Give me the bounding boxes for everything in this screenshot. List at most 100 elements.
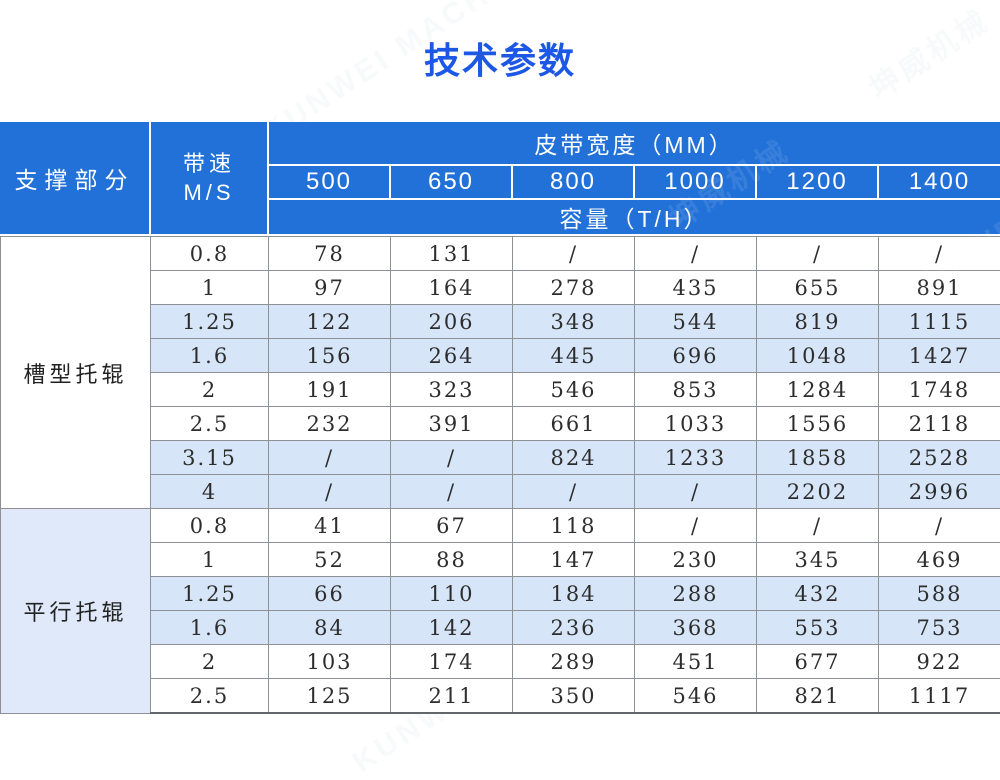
support-part-header: 支撑部分 [0,122,150,234]
value-cell: 289 [513,645,635,679]
value-cell: 553 [757,611,879,645]
speed-cell: 1.25 [151,305,269,339]
value-cell: 432 [757,577,879,611]
value-cell: 696 [635,339,757,373]
value-cell: / [391,441,513,475]
value-cell: 97 [269,271,391,305]
value-cell: / [635,475,757,509]
value-cell: / [635,237,757,271]
speed-cell: 1 [151,271,269,305]
value-cell: 88 [391,543,513,577]
value-cell: 232 [269,407,391,441]
value-cell: 546 [513,373,635,407]
value-cell: 544 [635,305,757,339]
section-label: 槽型托辊 [1,237,151,509]
value-cell: 1556 [757,407,879,441]
value-cell: 588 [879,577,1000,611]
value-cell: 1427 [879,339,1000,373]
width-col-650: 650 [390,165,512,199]
value-cell: 1115 [879,305,1000,339]
value-cell: 350 [513,679,635,714]
width-col-1000: 1000 [634,165,756,199]
value-cell: 66 [269,577,391,611]
value-cell: 41 [269,509,391,543]
speed-cell: 0.8 [151,237,269,271]
value-cell: 853 [635,373,757,407]
speed-cell: 3.15 [151,441,269,475]
value-cell: 922 [879,645,1000,679]
value-cell: 67 [391,509,513,543]
value-cell: 118 [513,509,635,543]
value-cell: 174 [391,645,513,679]
section-label: 平行托辊 [1,509,151,714]
value-cell: 368 [635,611,757,645]
belt-speed-label-cn: 带速 [151,149,267,178]
value-cell: 345 [757,543,879,577]
value-cell: 156 [269,339,391,373]
belt-speed-unit: M/S [151,178,267,207]
value-cell: 103 [269,645,391,679]
value-cell: 1048 [757,339,879,373]
value-cell: 348 [513,305,635,339]
value-cell: 445 [513,339,635,373]
value-cell: / [513,237,635,271]
value-cell: 288 [635,577,757,611]
speed-cell: 0.8 [151,509,269,543]
value-cell: 451 [635,645,757,679]
value-cell: / [269,475,391,509]
value-cell: 1748 [879,373,1000,407]
value-cell: 110 [391,577,513,611]
tech-params-table: 支撑部分 带速 M/S 皮带宽度（MM） 500 650 800 1000 12… [0,122,1000,714]
value-cell: 278 [513,271,635,305]
value-cell: 2528 [879,441,1000,475]
value-cell: 2996 [879,475,1000,509]
value-cell: 52 [269,543,391,577]
width-col-1400: 1400 [878,165,1000,199]
table-header: 支撑部分 带速 M/S 皮带宽度（MM） 500 650 800 1000 12… [0,122,1000,234]
value-cell: 1284 [757,373,879,407]
value-cell: / [269,441,391,475]
value-cell: 78 [269,237,391,271]
value-cell: 122 [269,305,391,339]
value-cell: 469 [879,543,1000,577]
value-cell: 131 [391,237,513,271]
speed-cell: 4 [151,475,269,509]
speed-cell: 2.5 [151,407,269,441]
value-cell: 142 [391,611,513,645]
value-cell: 891 [879,271,1000,305]
capacity-header: 容量（T/H） [268,199,1000,234]
value-cell: 1033 [635,407,757,441]
value-cell: 661 [513,407,635,441]
width-col-500: 500 [268,165,390,199]
value-cell: 84 [269,611,391,645]
value-cell: 230 [635,543,757,577]
speed-cell: 2 [151,373,269,407]
speed-cell: 2.5 [151,679,269,714]
value-cell: 1233 [635,441,757,475]
belt-speed-header: 带速 M/S [150,122,268,234]
value-cell: 821 [757,679,879,714]
value-cell: 164 [391,271,513,305]
value-cell: 211 [391,679,513,714]
speed-cell: 1.6 [151,611,269,645]
value-cell: 677 [757,645,879,679]
value-cell: / [391,475,513,509]
value-cell: 435 [635,271,757,305]
value-cell: 546 [635,679,757,714]
speed-cell: 1 [151,543,269,577]
value-cell: / [879,509,1000,543]
value-cell: 184 [513,577,635,611]
value-cell: / [757,237,879,271]
value-cell: 753 [879,611,1000,645]
